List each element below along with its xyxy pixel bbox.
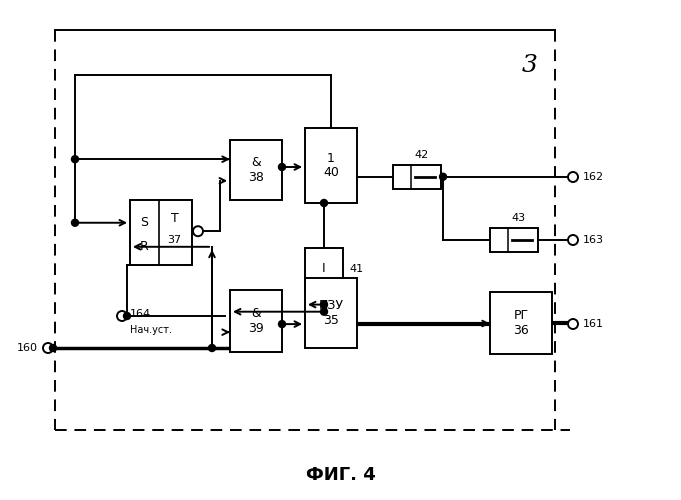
Circle shape xyxy=(279,164,285,170)
Bar xyxy=(305,278,357,348)
Text: 42: 42 xyxy=(415,150,429,160)
Text: 3: 3 xyxy=(522,54,538,76)
Text: S: S xyxy=(140,216,148,229)
Text: R: R xyxy=(140,240,148,254)
Circle shape xyxy=(208,344,215,352)
Circle shape xyxy=(72,219,78,226)
Text: &
38: & 38 xyxy=(248,156,264,184)
Text: 37: 37 xyxy=(168,236,182,246)
Circle shape xyxy=(568,319,578,329)
Circle shape xyxy=(43,343,53,353)
Circle shape xyxy=(50,344,57,352)
Circle shape xyxy=(279,320,285,328)
Text: 164: 164 xyxy=(130,309,151,319)
Text: Нач.уст.: Нач.уст. xyxy=(130,325,172,335)
Circle shape xyxy=(72,156,78,162)
Bar xyxy=(490,228,538,252)
Text: РГ
36: РГ 36 xyxy=(513,309,529,337)
Text: 1
40: 1 40 xyxy=(323,152,339,180)
Text: 43: 43 xyxy=(512,213,526,223)
Bar xyxy=(305,248,343,290)
Circle shape xyxy=(321,301,328,308)
Text: 163: 163 xyxy=(583,235,604,245)
Bar xyxy=(230,290,282,352)
Text: 160: 160 xyxy=(17,343,38,353)
Text: ФИГ. 4: ФИГ. 4 xyxy=(306,466,375,484)
Circle shape xyxy=(439,174,447,180)
Bar xyxy=(305,128,357,203)
Circle shape xyxy=(321,308,328,315)
Circle shape xyxy=(117,311,127,321)
Bar xyxy=(393,165,441,189)
Circle shape xyxy=(568,235,578,245)
Text: 162: 162 xyxy=(583,172,604,182)
Circle shape xyxy=(568,172,578,182)
Text: I: I xyxy=(322,262,326,276)
Bar xyxy=(230,140,282,200)
Text: &
39: & 39 xyxy=(248,307,264,335)
Circle shape xyxy=(123,312,131,320)
Circle shape xyxy=(321,200,328,206)
Bar xyxy=(490,292,552,354)
Text: T: T xyxy=(171,212,178,224)
Circle shape xyxy=(193,226,203,236)
Text: 161: 161 xyxy=(583,319,604,329)
Bar xyxy=(130,200,192,265)
Text: ПЗУ
35: ПЗУ 35 xyxy=(319,299,343,327)
Text: 41: 41 xyxy=(349,264,363,274)
